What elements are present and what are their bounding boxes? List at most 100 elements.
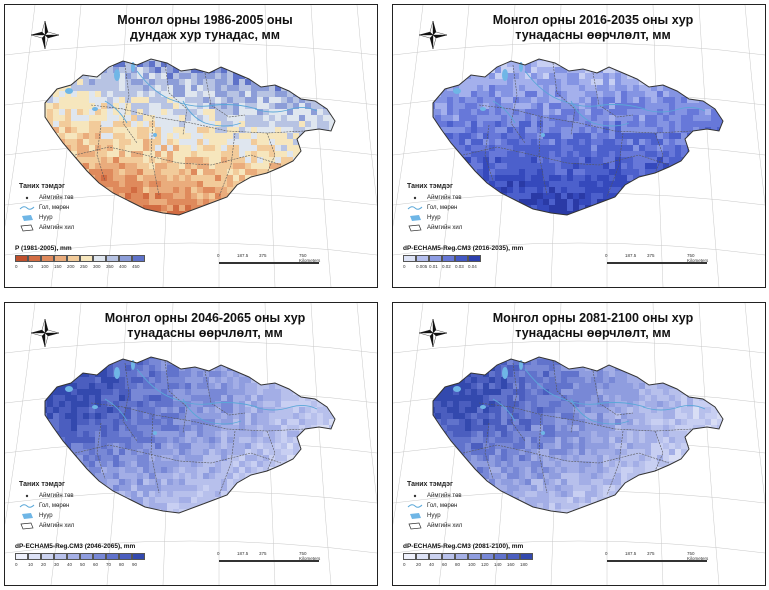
raster-cell (471, 73, 478, 80)
raster-cell (687, 371, 694, 378)
raster-cell (579, 163, 586, 170)
raster-cell (555, 59, 562, 62)
raster-cell (699, 151, 706, 158)
raster-cell (525, 389, 532, 396)
raster-cell (281, 485, 288, 492)
raster-cell (179, 437, 186, 444)
raster-cell (257, 365, 264, 372)
raster-cell (83, 217, 90, 224)
raster-cell (597, 121, 604, 128)
raster-cell (293, 503, 300, 510)
raster-cell (167, 503, 174, 510)
raster-cell (275, 395, 282, 402)
raster-cell (465, 357, 472, 360)
raster-cell (287, 187, 294, 194)
raster-cell (269, 449, 276, 456)
raster-cell (717, 115, 723, 122)
raster-cell (717, 211, 723, 215)
raster-cell (77, 91, 84, 98)
raster-cell (555, 199, 562, 206)
raster-cell (257, 199, 264, 206)
raster-cell (263, 407, 270, 414)
raster-cell (95, 103, 102, 110)
raster-cell (447, 371, 454, 378)
raster-cell (125, 109, 132, 116)
raster-cell (293, 121, 300, 128)
raster-cell (131, 115, 138, 122)
legend-item-label: Гол, мөрөн (39, 503, 70, 509)
raster-cell (215, 473, 222, 480)
raster-cell (287, 59, 294, 62)
raster-cell (633, 187, 640, 194)
raster-cell (305, 121, 312, 128)
raster-cell (161, 443, 168, 450)
raster-cell (537, 413, 544, 420)
raster-cell (329, 485, 335, 492)
raster-cell (687, 163, 694, 170)
raster-cell (573, 139, 580, 146)
raster-cell (251, 139, 258, 146)
raster-cell (537, 389, 544, 396)
colorbar-tick-label: 90 (132, 562, 138, 567)
raster-cell (567, 413, 574, 420)
raster-cell (263, 479, 270, 486)
raster-cell (209, 163, 216, 170)
raster-cell (317, 61, 324, 68)
raster-cell (269, 461, 276, 468)
raster-cell (549, 145, 556, 152)
raster-cell (113, 175, 120, 182)
raster-cell (161, 163, 168, 170)
raster-cell (161, 109, 168, 116)
raster-cell (543, 109, 550, 116)
raster-cell (269, 205, 276, 212)
raster-cell (269, 413, 276, 420)
raster-cell (47, 61, 54, 68)
raster-cell (549, 79, 556, 86)
raster-cell (95, 61, 102, 68)
raster-cell (537, 199, 544, 206)
raster-cell (197, 413, 204, 420)
raster-cell (693, 175, 700, 182)
raster-cell (323, 449, 330, 456)
raster-cell (131, 383, 138, 390)
raster-cell (639, 357, 646, 360)
raster-cell (495, 79, 502, 86)
raster-cell (299, 109, 306, 116)
raster-cell (101, 515, 108, 522)
raster-cell (137, 515, 144, 522)
raster-cell (615, 217, 622, 224)
raster-cell (245, 479, 252, 486)
raster-cell (311, 479, 318, 486)
raster-cell (579, 169, 586, 176)
raster-cell (459, 103, 466, 110)
raster-cell (137, 103, 144, 110)
raster-cell (77, 211, 84, 215)
raster-cell (59, 377, 66, 384)
raster-cell (329, 357, 335, 360)
raster-cell (59, 407, 66, 414)
raster-cell (471, 127, 478, 134)
raster-cell (651, 413, 658, 420)
raster-cell (465, 97, 472, 104)
raster-cell (501, 211, 508, 215)
raster-cell (459, 383, 466, 390)
raster-cell (293, 365, 300, 372)
raster-cell (603, 169, 610, 176)
raster-cell (717, 79, 723, 86)
raster-cell (161, 395, 168, 402)
raster-cell (651, 97, 658, 104)
raster-cell (495, 115, 502, 122)
raster-cell (287, 121, 294, 128)
raster-cell (633, 139, 640, 146)
raster-cell (101, 217, 108, 224)
raster-cell (293, 407, 300, 414)
raster-cell (113, 357, 120, 360)
raster-cell (299, 139, 306, 146)
raster-cell (107, 127, 114, 134)
meridian-line (310, 303, 332, 585)
raster-cell (525, 115, 532, 122)
raster-cell (441, 103, 448, 110)
raster-cell (53, 377, 60, 384)
raster-cell (669, 211, 676, 215)
raster-cell (507, 145, 514, 152)
